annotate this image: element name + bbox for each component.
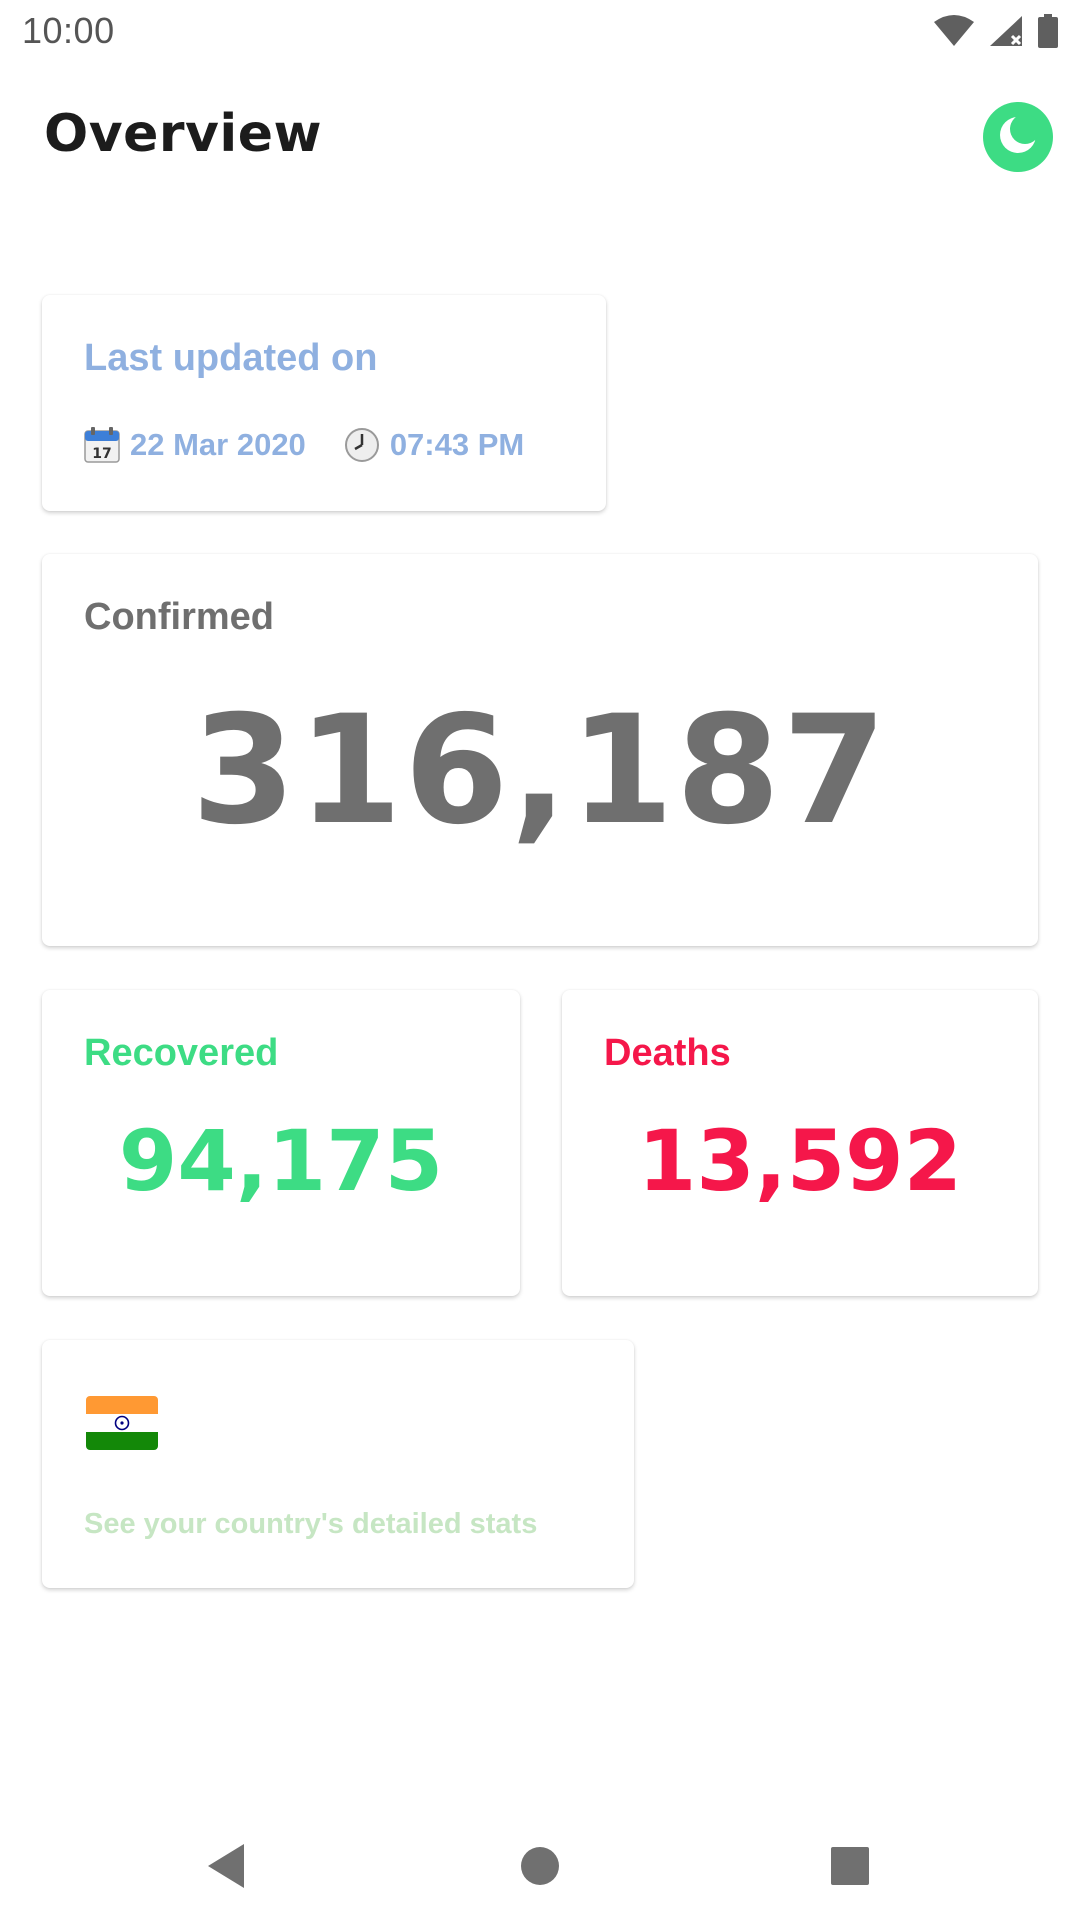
signal-icon <box>988 14 1024 48</box>
recovered-card: Recovered 94,175 <box>42 990 520 1296</box>
back-button[interactable] <box>196 1838 256 1898</box>
calendar-icon: 17 <box>84 427 120 463</box>
status-icons <box>934 14 1058 48</box>
status-time: 10:00 <box>22 10 115 51</box>
last-updated-card: Last updated on 17 22 Mar 2020 07:43 PM <box>42 295 606 511</box>
home-button[interactable] <box>510 1838 570 1898</box>
confirmed-value: 316,187 <box>191 684 889 858</box>
moon-icon <box>998 114 1040 159</box>
confirmed-label: Confirmed <box>84 596 274 638</box>
svg-text:17: 17 <box>92 446 111 462</box>
recovered-label: Recovered <box>84 1032 279 1074</box>
battery-icon <box>1038 14 1058 48</box>
deaths-label: Deaths <box>604 1032 731 1074</box>
theme-toggle-button[interactable] <box>983 102 1053 172</box>
recents-button[interactable] <box>820 1838 880 1898</box>
deaths-value: 13,592 <box>637 1112 963 1210</box>
clock-icon <box>344 427 380 463</box>
last-updated-time: 07:43 PM <box>389 427 525 462</box>
last-updated-row: 17 22 Mar 2020 07:43 PM <box>84 427 524 463</box>
confirmed-card: Confirmed 316,187 <box>42 554 1038 946</box>
deaths-card: Deaths 13,592 <box>562 990 1038 1296</box>
country-stats-link[interactable]: See your country's detailed stats <box>84 1508 538 1540</box>
page-title: Overview <box>44 104 323 164</box>
recovered-value: 94,175 <box>118 1112 444 1210</box>
wifi-icon <box>934 14 974 48</box>
last-updated-date: 22 Mar 2020 <box>130 427 306 462</box>
navigation-bar <box>0 1808 1080 1920</box>
home-icon <box>519 1845 561 1891</box>
recents-icon <box>830 1846 870 1890</box>
status-bar: 10:00 <box>0 0 1080 66</box>
back-icon <box>204 1842 248 1894</box>
country-stats-card[interactable]: See your country's detailed stats <box>42 1340 634 1588</box>
last-updated-title: Last updated on <box>84 337 378 379</box>
india-flag-icon <box>86 1396 158 1450</box>
